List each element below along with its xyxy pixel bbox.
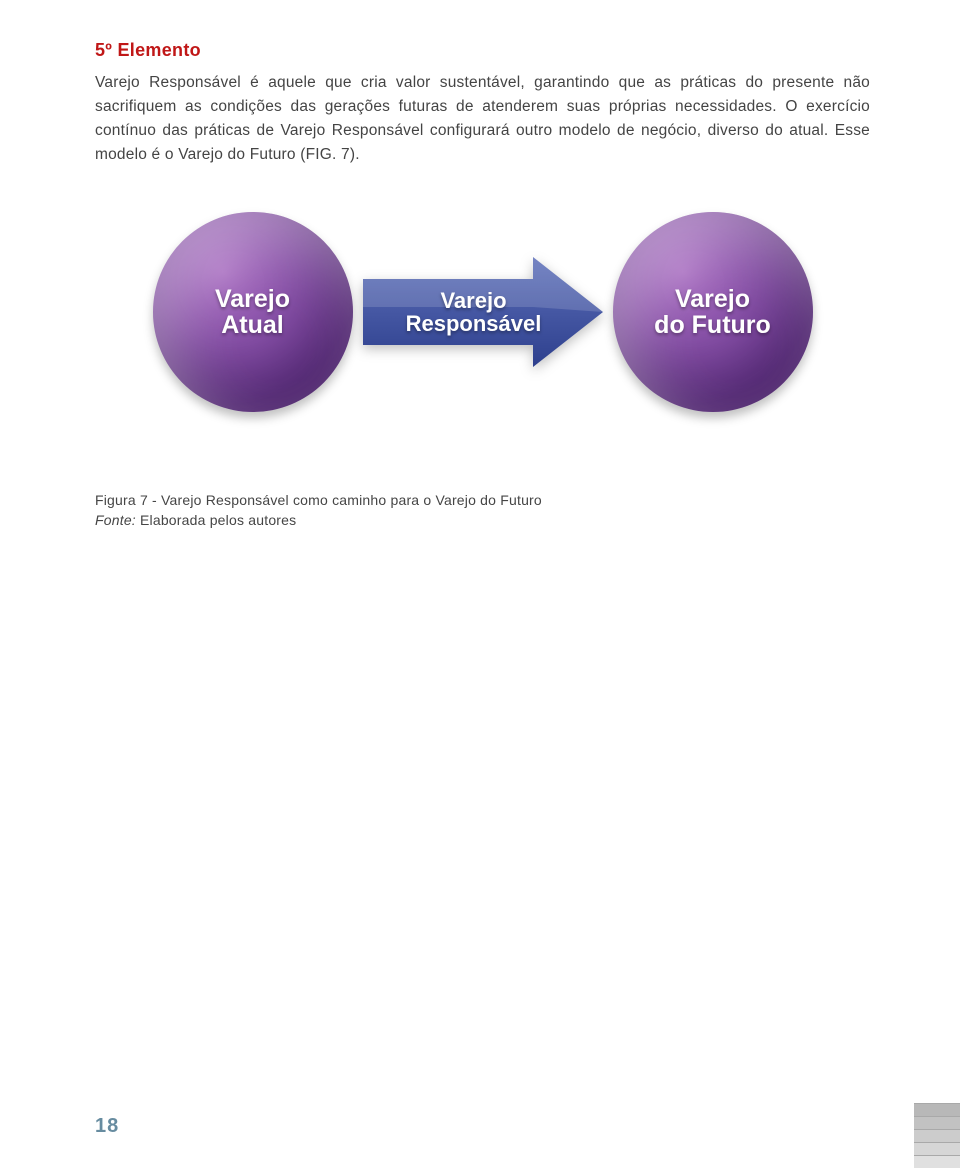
node-left-line2: Atual — [221, 312, 284, 338]
source-label: Fonte: — [95, 512, 136, 528]
node-left-line1: Varejo — [215, 286, 290, 312]
spine-bar — [914, 1130, 960, 1142]
spine-sep — [914, 1129, 960, 1130]
figure-7-diagram: Varejo Atual Varejo Responsável Varejo d… — [153, 207, 813, 437]
spine-sep — [914, 1116, 960, 1117]
body-paragraph: Varejo Responsável é aquele que cria val… — [95, 71, 870, 167]
spine-bar — [914, 1143, 960, 1155]
spine-bar — [914, 1117, 960, 1129]
arrow-varejo-responsavel: Varejo Responsável — [363, 257, 603, 367]
spine-sep — [914, 1155, 960, 1156]
node-varejo-futuro: Varejo do Futuro — [613, 212, 813, 412]
arrow-label-line2: Responsável — [406, 312, 542, 335]
page-number: 18 — [95, 1115, 119, 1138]
spine-bar — [914, 1104, 960, 1116]
page-spine-decor — [914, 1103, 960, 1168]
arrow-label: Varejo Responsável — [406, 289, 542, 335]
figure-caption: Figura 7 - Varejo Responsável como camin… — [95, 492, 870, 508]
figure-source: Fonte: Elaborada pelos autores — [95, 512, 870, 528]
node-right-line2: do Futuro — [654, 312, 771, 338]
arrow-label-line1: Varejo — [406, 289, 542, 312]
node-varejo-atual: Varejo Atual — [153, 212, 353, 412]
spine-sep — [914, 1103, 960, 1104]
spine-bar — [914, 1156, 960, 1168]
node-right-line1: Varejo — [675, 286, 750, 312]
spine-sep — [914, 1142, 960, 1143]
section-heading: 5º Elemento — [95, 40, 870, 61]
source-text: Elaborada pelos autores — [136, 512, 296, 528]
